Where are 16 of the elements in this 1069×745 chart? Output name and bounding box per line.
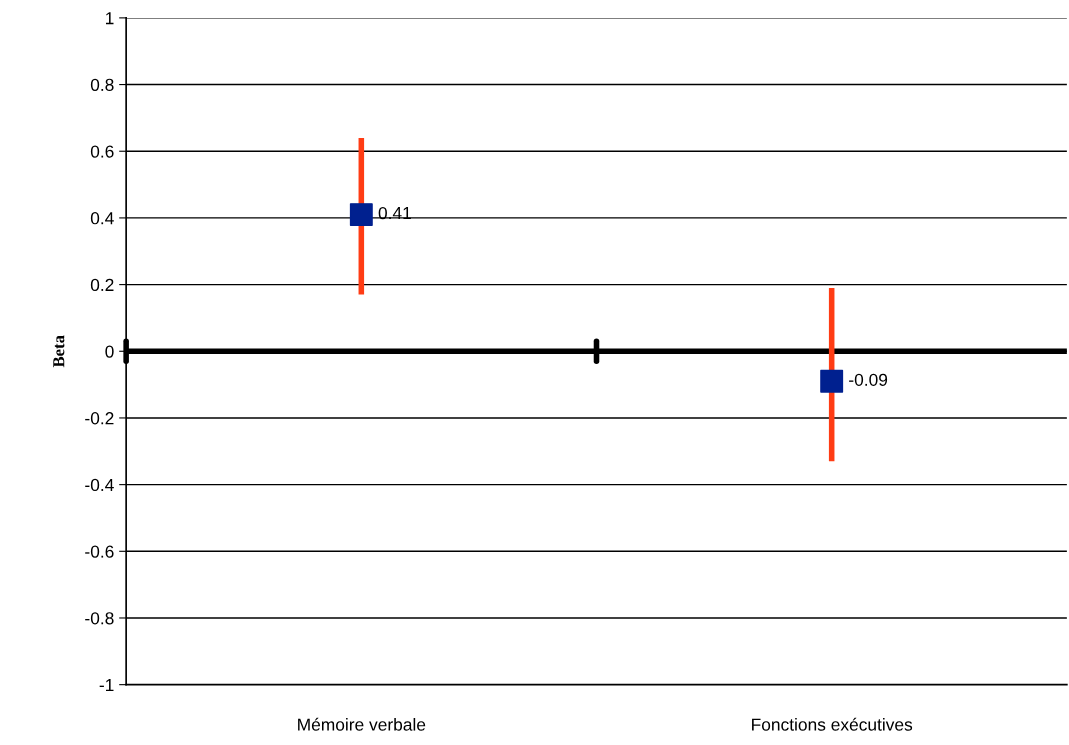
y-tick-label: -0.8	[85, 612, 114, 625]
y-axis-title: Beta	[53, 335, 65, 368]
y-tick-label: 0.8	[90, 78, 114, 92]
data-label: 0.41	[378, 206, 411, 220]
y-tick-label: -0.6	[85, 545, 114, 558]
y-tick-label: 0.6	[90, 145, 114, 158]
y-tick-label: 0.4	[90, 212, 114, 225]
y-tick-label: -1	[99, 679, 114, 691]
y-tick-label: -0.4	[85, 478, 114, 492]
x-tick-label: Mémoire verbale	[298, 717, 426, 731]
y-tick-label: 0.2	[90, 278, 114, 292]
data-label: -0.09	[849, 373, 888, 386]
y-tick-label: 1	[106, 12, 114, 25]
y-tick-label: -0.2	[85, 412, 114, 425]
x-tick-label: Fonctions exécutives	[752, 717, 913, 731]
y-tick-label: 0	[105, 345, 114, 358]
